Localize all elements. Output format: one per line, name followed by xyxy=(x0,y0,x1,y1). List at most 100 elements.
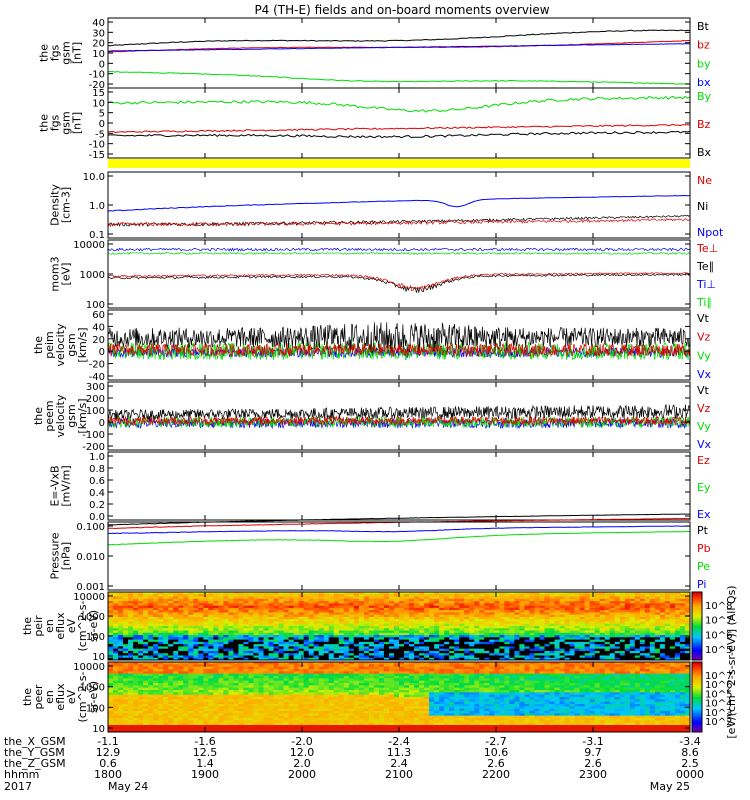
spectrogram-cell xyxy=(138,603,144,606)
spectrogram-cell xyxy=(183,676,189,679)
spectrogram-cell xyxy=(459,637,465,640)
spectrogram-cell xyxy=(393,598,400,602)
spectrogram-cell xyxy=(128,664,134,667)
spectrogram-cell xyxy=(499,639,505,643)
spectrogram-cell xyxy=(644,637,651,640)
spectrogram-cell xyxy=(133,596,139,600)
spectrogram-cell xyxy=(629,637,636,640)
spectrogram-cell xyxy=(539,598,545,602)
spectrogram-cell xyxy=(298,592,304,595)
spectrogram-cell xyxy=(163,725,169,728)
spectrogram-cell xyxy=(373,592,380,595)
spectrogram-cell xyxy=(303,598,309,602)
spectrogram-cell xyxy=(208,626,214,629)
spectrogram-cell xyxy=(158,662,164,665)
spectrogram-cell xyxy=(108,596,114,600)
spectrogram-cell xyxy=(459,630,465,634)
spectrogram-cell xyxy=(569,632,575,636)
spectrogram-cell xyxy=(303,603,309,606)
spectrogram-cell xyxy=(373,621,380,625)
spectrogram-cell xyxy=(619,623,626,627)
spectrogram-cell xyxy=(659,603,666,606)
spectrogram-cell xyxy=(388,630,395,634)
spectrogram-cell xyxy=(388,616,395,620)
spectrogram-cell xyxy=(133,713,139,716)
spectrogram-cell xyxy=(138,718,144,721)
spectrogram-cell xyxy=(338,601,345,604)
spectrogram-cell xyxy=(333,614,340,618)
spectrogram-cell xyxy=(639,628,646,631)
spectrogram-cell xyxy=(524,655,530,659)
spectrogram-cell xyxy=(574,637,580,640)
spectrogram-cell xyxy=(674,612,681,615)
spectrogram-cell xyxy=(198,628,204,631)
spectrogram-cell xyxy=(173,635,179,638)
spectrogram-cell xyxy=(674,646,681,649)
spectrogram-cell xyxy=(243,630,249,634)
spectrogram-cell xyxy=(574,603,580,606)
spectrogram-cell xyxy=(228,592,234,595)
spectrogram-cell xyxy=(228,594,234,597)
spectrogram-cell xyxy=(268,637,274,640)
spectrogram-cell xyxy=(158,626,164,629)
spectrogram-cell xyxy=(168,713,174,716)
spectrogram-cell xyxy=(449,592,455,595)
spectrogram-cell xyxy=(363,639,370,643)
spectrogram-cell xyxy=(609,594,616,597)
spectrogram-cell xyxy=(308,650,315,654)
spectrogram-cell xyxy=(148,725,154,728)
spectrogram-cell xyxy=(213,678,219,681)
spectrogram-cell xyxy=(494,632,500,636)
spectrogram-cell xyxy=(193,592,199,595)
spectrogram-cell xyxy=(108,722,114,726)
spectrogram-cell xyxy=(404,596,410,600)
spectrogram-cell xyxy=(489,646,495,649)
colorbar-segment xyxy=(692,603,702,607)
spectrogram-cell xyxy=(113,662,119,665)
spectrogram-cell xyxy=(278,610,284,613)
spectrogram-cell xyxy=(318,598,325,602)
panel-ion-spectrogram: 10000100010010thepeirenefluxeV(cm^2-s-sr… xyxy=(21,591,732,663)
spectrogram-cell xyxy=(659,621,666,625)
spectrogram-cell xyxy=(594,653,600,656)
spectrogram-cell xyxy=(153,694,159,698)
y-tick-label: 0 xyxy=(99,418,105,429)
spectrogram-cell xyxy=(469,630,475,634)
spectrogram-cell xyxy=(323,646,330,649)
spectrogram-cell xyxy=(148,729,154,733)
spectrogram-cell xyxy=(393,641,400,645)
spectrogram-cell xyxy=(474,612,480,615)
spectrogram-cell xyxy=(148,697,154,700)
spectrogram-cell xyxy=(183,650,189,654)
spectrogram-cell xyxy=(213,680,219,684)
spectrogram-cell xyxy=(654,619,661,622)
spectrogram-cell xyxy=(584,601,590,604)
spectrogram-cell xyxy=(198,646,204,649)
spectrogram-cell xyxy=(564,628,570,631)
spectrogram-cell xyxy=(173,666,179,670)
spectrogram-cell xyxy=(258,697,264,700)
spectrogram-cell xyxy=(328,607,335,611)
spectrogram-cell xyxy=(569,644,575,647)
spectrogram-cell xyxy=(173,614,179,618)
spectrogram-cell xyxy=(118,715,124,719)
spectrogram-cell xyxy=(419,598,425,602)
spectrogram-cell xyxy=(283,644,289,647)
spectrogram-cell xyxy=(308,641,315,645)
series-line xyxy=(107,403,691,421)
spectrogram-cell xyxy=(233,669,239,672)
spectrogram-cell xyxy=(509,596,515,600)
spectrogram-cell xyxy=(248,706,254,709)
spectrogram-cell xyxy=(263,607,269,611)
spectrogram-cell xyxy=(429,632,435,636)
spectrogram-cell xyxy=(373,603,380,606)
spectrogram-cell xyxy=(479,594,485,597)
spectrogram-cell xyxy=(464,619,470,622)
spectrogram-cell xyxy=(338,605,345,609)
spectrogram-cell xyxy=(128,630,134,634)
spectrogram-cell xyxy=(133,725,139,728)
spectrogram-cell xyxy=(539,607,545,611)
spectrogram-cell xyxy=(148,713,154,716)
spectrogram-cell xyxy=(669,592,676,595)
spectrogram-cell xyxy=(479,650,485,654)
